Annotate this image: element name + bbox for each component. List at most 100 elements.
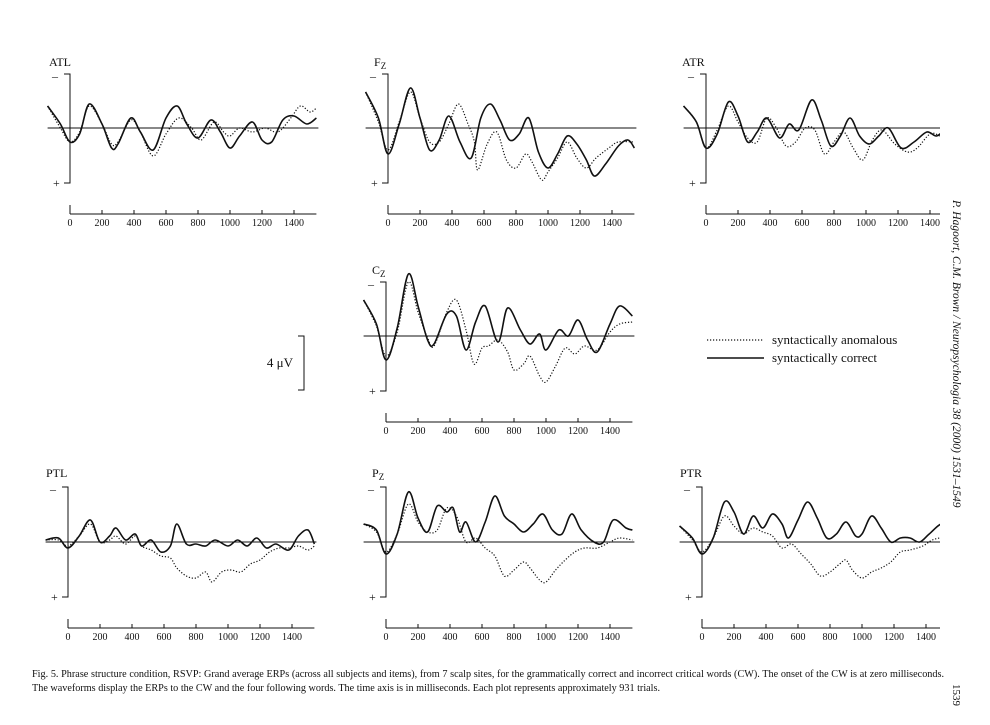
positive-polarity-label: + [689,176,696,190]
scale-bar: 4 μV [267,335,305,391]
figure-caption: Fig. 5. Phrase structure condition, RSVP… [32,669,944,694]
time-tick-label: 1000 [218,632,238,643]
negative-polarity-label: – [369,69,377,83]
time-tick-label: 400 [763,218,778,229]
time-tick-label: 0 [384,632,389,643]
electrode-label: PTR [680,466,702,480]
time-tick-label: 200 [727,632,742,643]
negative-polarity-label: – [51,69,59,83]
time-tick-label: 200 [411,426,426,437]
time-tick-label: 1200 [888,218,908,229]
positive-polarity-label: + [371,176,378,190]
time-tick-label: 800 [189,632,204,643]
time-tick-label: 1000 [536,426,556,437]
time-tick-label: 1000 [536,632,556,643]
electrode-label: PTL [46,466,67,480]
time-tick-label: 800 [823,632,838,643]
erp-plot-ptr: PTR – +0 200 400 600 800 1000 1200 1400 [679,466,940,643]
time-tick-label: 200 [95,218,110,229]
scale-bar-line [298,335,305,391]
time-tick-label: 1000 [856,218,876,229]
negative-polarity-label: – [683,482,691,496]
waveform-correct [45,519,316,554]
time-tick-label: 1400 [920,218,940,229]
time-tick-label: 600 [475,632,490,643]
time-tick-label: 600 [477,218,492,229]
time-tick-label: 600 [791,632,806,643]
time-tick-label: 800 [507,426,522,437]
time-tick-label: 0 [68,218,73,229]
running-head: P. Hagoort, C.M. Brown / Neuropsychologi… [950,200,962,508]
negative-polarity-label: – [49,482,57,496]
erp-plot-ptl: PTL – +0 200 400 600 800 1000 1200 1400 [45,466,317,643]
time-tick-label: 400 [125,632,140,643]
waveform-anomalous [363,281,633,384]
time-tick-label: 1400 [602,218,622,229]
time-tick-label: 1000 [538,218,558,229]
waveform-correct [679,500,940,555]
waveform-correct [364,87,636,177]
time-tick-label: 1400 [600,632,620,643]
time-tick-label: 200 [413,218,428,229]
time-tick-label: 1200 [884,632,904,643]
negative-polarity-label: – [367,277,375,291]
erp-plot-atr: ATR– +0 200 400 600 800 1000 1200 1400 [682,55,940,229]
time-tick-label: 1400 [284,218,304,229]
time-tick-label: 0 [386,218,391,229]
waveform-anomalous [683,105,940,161]
time-tick-label: 400 [445,218,460,229]
time-tick-label: 800 [507,632,522,643]
time-tick-label: 800 [827,218,842,229]
waveform-correct [46,103,317,151]
positive-polarity-label: + [53,176,60,190]
page-number: 1539 [950,684,962,706]
time-tick-label: 0 [700,632,705,643]
waveform-correct [363,491,633,555]
legend-label: syntactically correct [772,350,877,365]
time-tick-label: 1400 [282,632,302,643]
time-tick-label: 400 [443,426,458,437]
positive-polarity-label: + [369,590,376,604]
legend-label: syntactically anomalous [772,332,897,347]
time-tick-label: 400 [443,632,458,643]
positive-polarity-label: + [51,590,58,604]
positive-polarity-label: + [685,590,692,604]
time-tick-label: 1400 [600,426,620,437]
time-tick-label: 1200 [568,426,588,437]
waveform-correct [682,99,940,150]
time-tick-label: 600 [157,632,172,643]
waveform-anomalous [365,91,635,181]
time-tick-label: 0 [384,426,389,437]
time-tick-label: 600 [475,426,490,437]
electrode-label: ATR [682,55,705,69]
erp-plot-pz: PZ– +0 200 400 600 800 1000 1200 1400 [363,466,635,643]
time-tick-label: 200 [731,218,746,229]
time-tick-label: 600 [795,218,810,229]
electrode-label: FZ [374,55,386,71]
negative-polarity-label: – [367,482,375,496]
electrode-label: CZ [372,263,386,279]
waveform-correct [362,273,633,361]
legend: syntactically anomalous syntactically cor… [707,332,897,365]
time-tick-label: 400 [127,218,142,229]
time-tick-label: 1000 [220,218,240,229]
erp-plot-atl: ATL– +0 200 400 600 800 1000 1200 1400 [46,55,319,229]
time-tick-label: 1200 [568,632,588,643]
erp-plot-cz: CZ– +0 200 400 600 800 1000 1200 1400 [362,263,635,437]
waveform-anomalous [363,503,633,584]
time-tick-label: 1200 [252,218,272,229]
time-tick-label: 0 [66,632,71,643]
time-tick-label: 800 [509,218,524,229]
time-tick-label: 1200 [570,218,590,229]
time-tick-label: 1000 [852,632,872,643]
scale-bar-label: 4 μV [267,355,294,370]
time-tick-label: 600 [159,218,174,229]
time-tick-label: 200 [93,632,108,643]
electrode-label: PZ [372,466,384,482]
time-tick-label: 1400 [916,632,936,643]
time-tick-label: 0 [704,218,709,229]
negative-polarity-label: – [687,69,695,83]
waveform-anomalous [45,523,315,583]
waveform-anomalous [679,515,940,579]
